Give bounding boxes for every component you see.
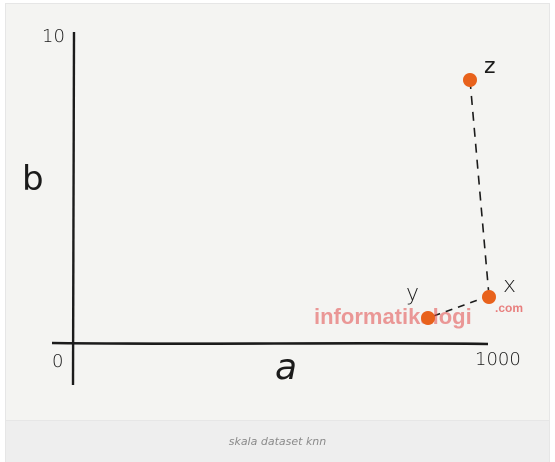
point-x-label: x — [503, 273, 516, 298]
y-axis-label: b — [22, 159, 44, 199]
watermark-suffix: .com — [495, 301, 523, 315]
point-x — [482, 290, 496, 304]
watermark-text: informatikalogi — [314, 304, 472, 329]
watermark: informatikalogi .com — [314, 301, 523, 329]
caption-bar: skala dataset knn — [5, 421, 550, 462]
point-z — [463, 73, 477, 87]
point-y-label: y — [406, 281, 419, 306]
y-axis — [71, 31, 76, 386]
origin-label: 0 — [52, 351, 63, 372]
point-y — [421, 311, 435, 325]
distance-line-x-y — [427, 295, 490, 319]
x-max-label: 1000 — [475, 349, 521, 370]
drawing-panel — [5, 3, 550, 421]
y-max-label: 10 — [42, 26, 65, 47]
x-axis — [51, 341, 489, 346]
figure-caption: skala dataset knn — [228, 435, 327, 448]
point-z-label: z — [484, 54, 496, 79]
distance-line-z-x — [469, 79, 490, 297]
x-axis-label: a — [275, 347, 297, 388]
